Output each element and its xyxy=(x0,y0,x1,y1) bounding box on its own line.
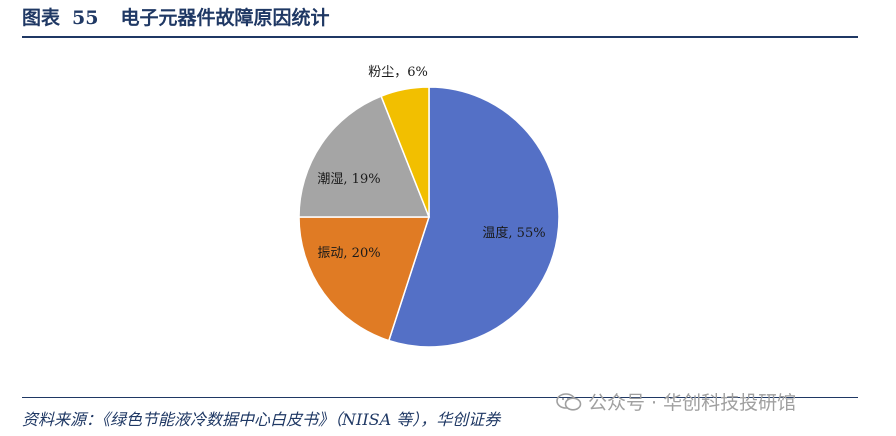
footer-divider xyxy=(22,397,858,398)
slice-label-2: 潮湿, 19% xyxy=(317,172,380,187)
pie-slice-3 xyxy=(380,86,430,218)
pie-slice-1 xyxy=(298,216,431,342)
figure-title: 图表 55 电子元器件故障原因统计 xyxy=(22,3,329,30)
watermark-text: 公众号 · 华创科技投研馆 xyxy=(588,392,797,414)
watermark: 公众号 · 华创科技投研馆 xyxy=(556,388,796,415)
slice-label-1: 振动, 20% xyxy=(317,246,380,261)
figure-label: 图表 xyxy=(22,7,61,29)
source-note: 资料来源：《绿色节能液冷数据中心白皮书》（NIISA 等），华创证券 xyxy=(22,410,501,429)
pie-slice-2 xyxy=(298,95,431,218)
chart-title: 电子元器件故障原因统计 xyxy=(120,7,330,29)
pie-slice-0 xyxy=(387,86,560,348)
slice-label-0: 温度, 55% xyxy=(482,225,545,241)
title-divider xyxy=(22,36,858,38)
slice-label-3: 粉尘，6% xyxy=(368,65,428,80)
wechat-icon xyxy=(556,392,582,411)
figure-number: 55 xyxy=(72,7,99,29)
